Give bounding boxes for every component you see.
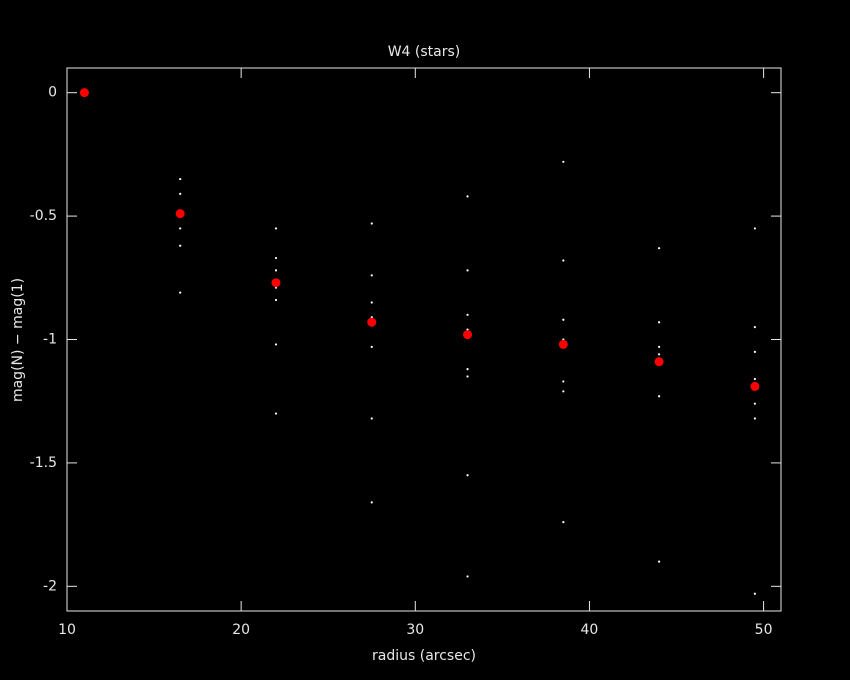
star-point	[370, 501, 373, 504]
y-tick-label: -1	[43, 332, 57, 348]
star-point	[657, 345, 661, 349]
star-point	[657, 321, 661, 324]
star-point	[274, 412, 278, 415]
star-point	[466, 368, 469, 371]
star-point	[562, 259, 565, 262]
x-tick-label: 40	[581, 622, 599, 638]
star-point	[466, 474, 469, 477]
star-point	[179, 244, 182, 247]
mean-point	[558, 339, 568, 349]
star-point	[562, 318, 565, 321]
star-point	[753, 417, 756, 420]
star-point	[274, 343, 278, 346]
x-tick-label: 30	[406, 622, 424, 638]
star-point	[466, 313, 469, 316]
y-tick-label: -0.5	[30, 208, 57, 224]
mean-point	[367, 317, 377, 327]
star-point	[274, 298, 278, 302]
star-point	[179, 192, 182, 195]
star-point	[179, 177, 182, 181]
mean-point	[654, 357, 664, 367]
mean-point	[463, 330, 473, 340]
star-point	[562, 390, 565, 393]
mean-point	[79, 88, 89, 98]
x-tick-label: 10	[58, 622, 76, 638]
chart-title: W4 (stars)	[388, 44, 461, 60]
star-point	[466, 575, 469, 578]
star-point	[657, 395, 661, 398]
star-point	[753, 402, 756, 405]
star-point	[466, 269, 469, 272]
y-axis-label: mag(N) − mag(1)	[10, 278, 26, 402]
star-point	[370, 301, 373, 304]
x-axis-label: radius (arcsec)	[372, 648, 476, 664]
star-point	[370, 222, 373, 225]
star-point	[179, 291, 182, 294]
mean-point	[175, 209, 185, 219]
star-point	[274, 227, 278, 230]
star-point	[753, 592, 756, 595]
star-point	[179, 227, 182, 230]
x-tick-label: 20	[232, 622, 250, 638]
y-tick-label: -2	[43, 578, 57, 594]
star-point	[657, 353, 661, 356]
mean-point	[750, 381, 760, 391]
star-point	[657, 560, 661, 563]
x-tick-label: 50	[755, 622, 773, 638]
star-point	[753, 377, 756, 381]
mean-point	[271, 278, 281, 288]
star-point	[562, 380, 565, 383]
plot-frame	[66, 67, 782, 612]
y-tick-label: -1.5	[30, 455, 57, 471]
star-point	[562, 160, 565, 163]
star-point	[466, 375, 469, 378]
star-point	[274, 269, 278, 272]
star-point	[370, 345, 373, 349]
star-point	[562, 521, 565, 524]
star-point	[274, 256, 278, 260]
y-tick-label: 0	[48, 85, 57, 101]
star-point	[657, 247, 661, 250]
star-point	[370, 274, 373, 277]
star-point	[753, 326, 756, 329]
star-point	[753, 227, 756, 230]
star-point	[370, 417, 373, 420]
star-point	[466, 195, 469, 198]
star-point	[753, 350, 756, 353]
